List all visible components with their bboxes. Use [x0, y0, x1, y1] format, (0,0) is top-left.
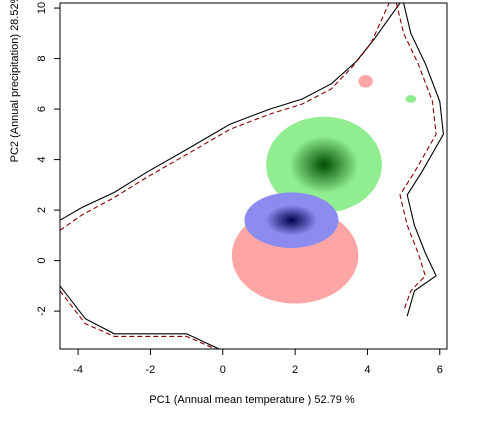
contour-lower-dashed — [60, 290, 216, 349]
y-tick-label: 2 — [36, 207, 48, 213]
y-tick-label: 0 — [36, 258, 48, 264]
y-tick-label: 8 — [36, 55, 48, 61]
y-axis-label: PC2 (Annual precipitation) 28.52% — [9, 0, 21, 163]
contour-upper-solid — [60, 3, 401, 221]
x-tick-label: 4 — [364, 364, 370, 376]
small-red-region — [358, 74, 373, 88]
x-axis-label: PC1 (Annual mean temperature ) 52.79 % — [149, 394, 355, 406]
y-tick-label: 4 — [36, 157, 48, 163]
y-tick-label: 6 — [36, 106, 48, 112]
small-green-region — [405, 95, 417, 103]
green-density-region — [266, 116, 382, 213]
contour-lower-solid — [60, 285, 220, 349]
x-tick-label: -2 — [146, 364, 156, 376]
plot-frame — [59, 2, 448, 350]
x-tick-label: 2 — [292, 364, 298, 376]
y-tick-label: 10 — [36, 2, 48, 14]
blue-density-region — [244, 192, 339, 248]
contour-upper-dashed — [60, 3, 390, 231]
y-tick-label: -2 — [36, 306, 48, 316]
contour-right-solid — [403, 3, 444, 317]
contour-right-dashed — [395, 3, 437, 312]
x-tick-label: -4 — [73, 364, 83, 376]
x-tick-label: 0 — [220, 364, 226, 376]
x-tick-label: 6 — [437, 364, 443, 376]
